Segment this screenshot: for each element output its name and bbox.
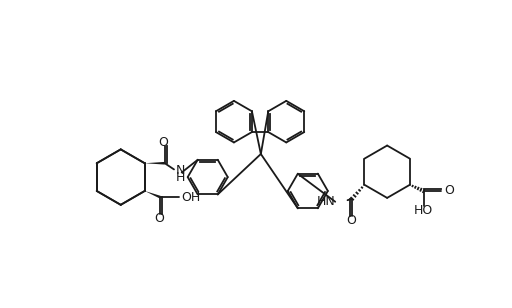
Text: O: O (155, 212, 164, 225)
Text: HO: HO (413, 205, 433, 217)
Text: H: H (176, 171, 185, 184)
Text: OH: OH (182, 191, 201, 204)
Text: O: O (158, 136, 168, 149)
Polygon shape (145, 162, 165, 164)
Text: O: O (444, 184, 454, 197)
Polygon shape (145, 191, 161, 198)
Text: HN: HN (316, 195, 335, 208)
Text: O: O (347, 214, 356, 227)
Text: N: N (176, 164, 185, 177)
